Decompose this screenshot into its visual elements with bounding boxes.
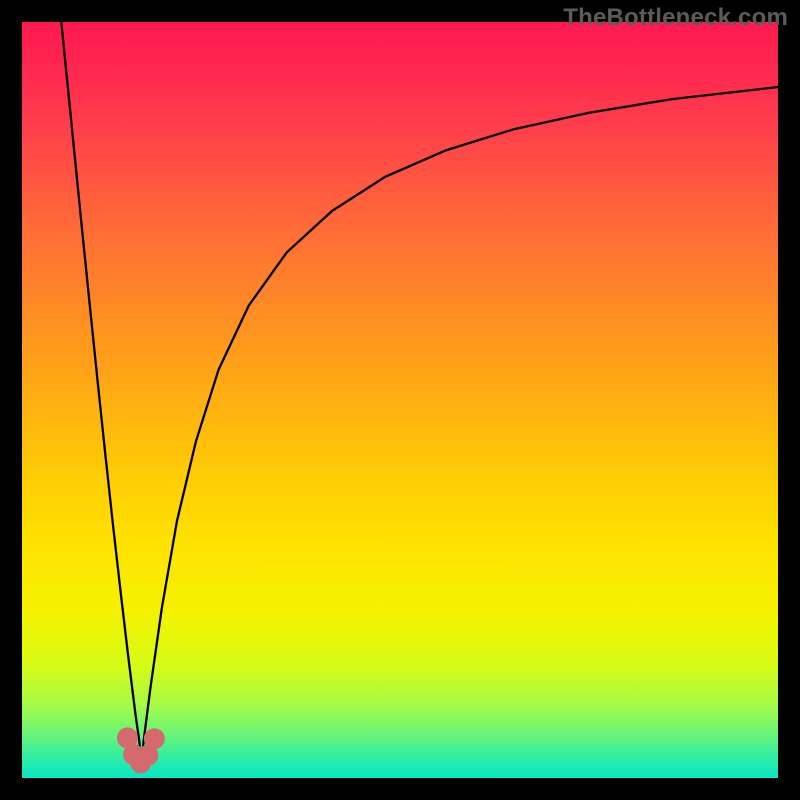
watermark-text: TheBottleneck.com: [563, 4, 788, 32]
chart-frame: TheBottleneck.com: [0, 0, 800, 800]
plot-area: [22, 22, 778, 778]
bottleneck-chart: [0, 0, 800, 800]
gradient-background: [22, 22, 778, 778]
cusp-dot: [144, 728, 165, 749]
